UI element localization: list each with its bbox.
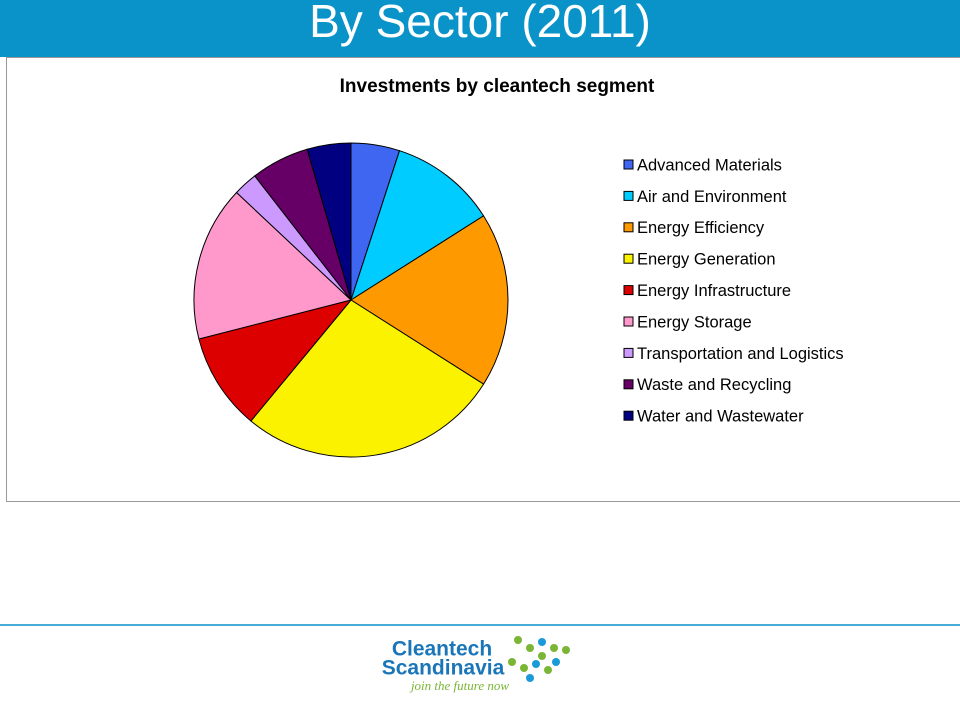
legend-swatch — [624, 411, 633, 420]
legend-swatch — [624, 223, 633, 232]
legend-swatch — [624, 191, 633, 200]
legend-swatch — [624, 348, 633, 357]
logo-text: Scandinavia — [382, 657, 505, 680]
legend-label: Advanced Materials — [637, 156, 782, 174]
legend-label: Water and Wastewater — [637, 408, 804, 426]
logo-tagline: join the future now — [409, 678, 509, 693]
legend-swatch — [624, 254, 633, 263]
legend-label: Energy Infrastructure — [637, 282, 791, 300]
legend-label: Energy Generation — [637, 251, 776, 269]
legend-label: Air and Environment — [637, 188, 787, 206]
legend-label: Energy Storage — [637, 313, 752, 331]
legend-label: Energy Efficiency — [637, 219, 765, 237]
chart-title: Investments by cleantech segment — [340, 76, 655, 97]
pie — [194, 143, 508, 457]
legend-swatch — [624, 380, 633, 389]
logo: Cleantech Scandinavia join the future no… — [382, 636, 570, 693]
legend-swatch — [624, 160, 633, 169]
legend-label: Waste and Recycling — [637, 376, 791, 394]
legend-swatch — [624, 286, 633, 295]
legend-label: Transportation and Logistics — [637, 345, 844, 363]
slide-title: By Sector (2011) — [309, 0, 651, 47]
legend-swatch — [624, 317, 633, 326]
